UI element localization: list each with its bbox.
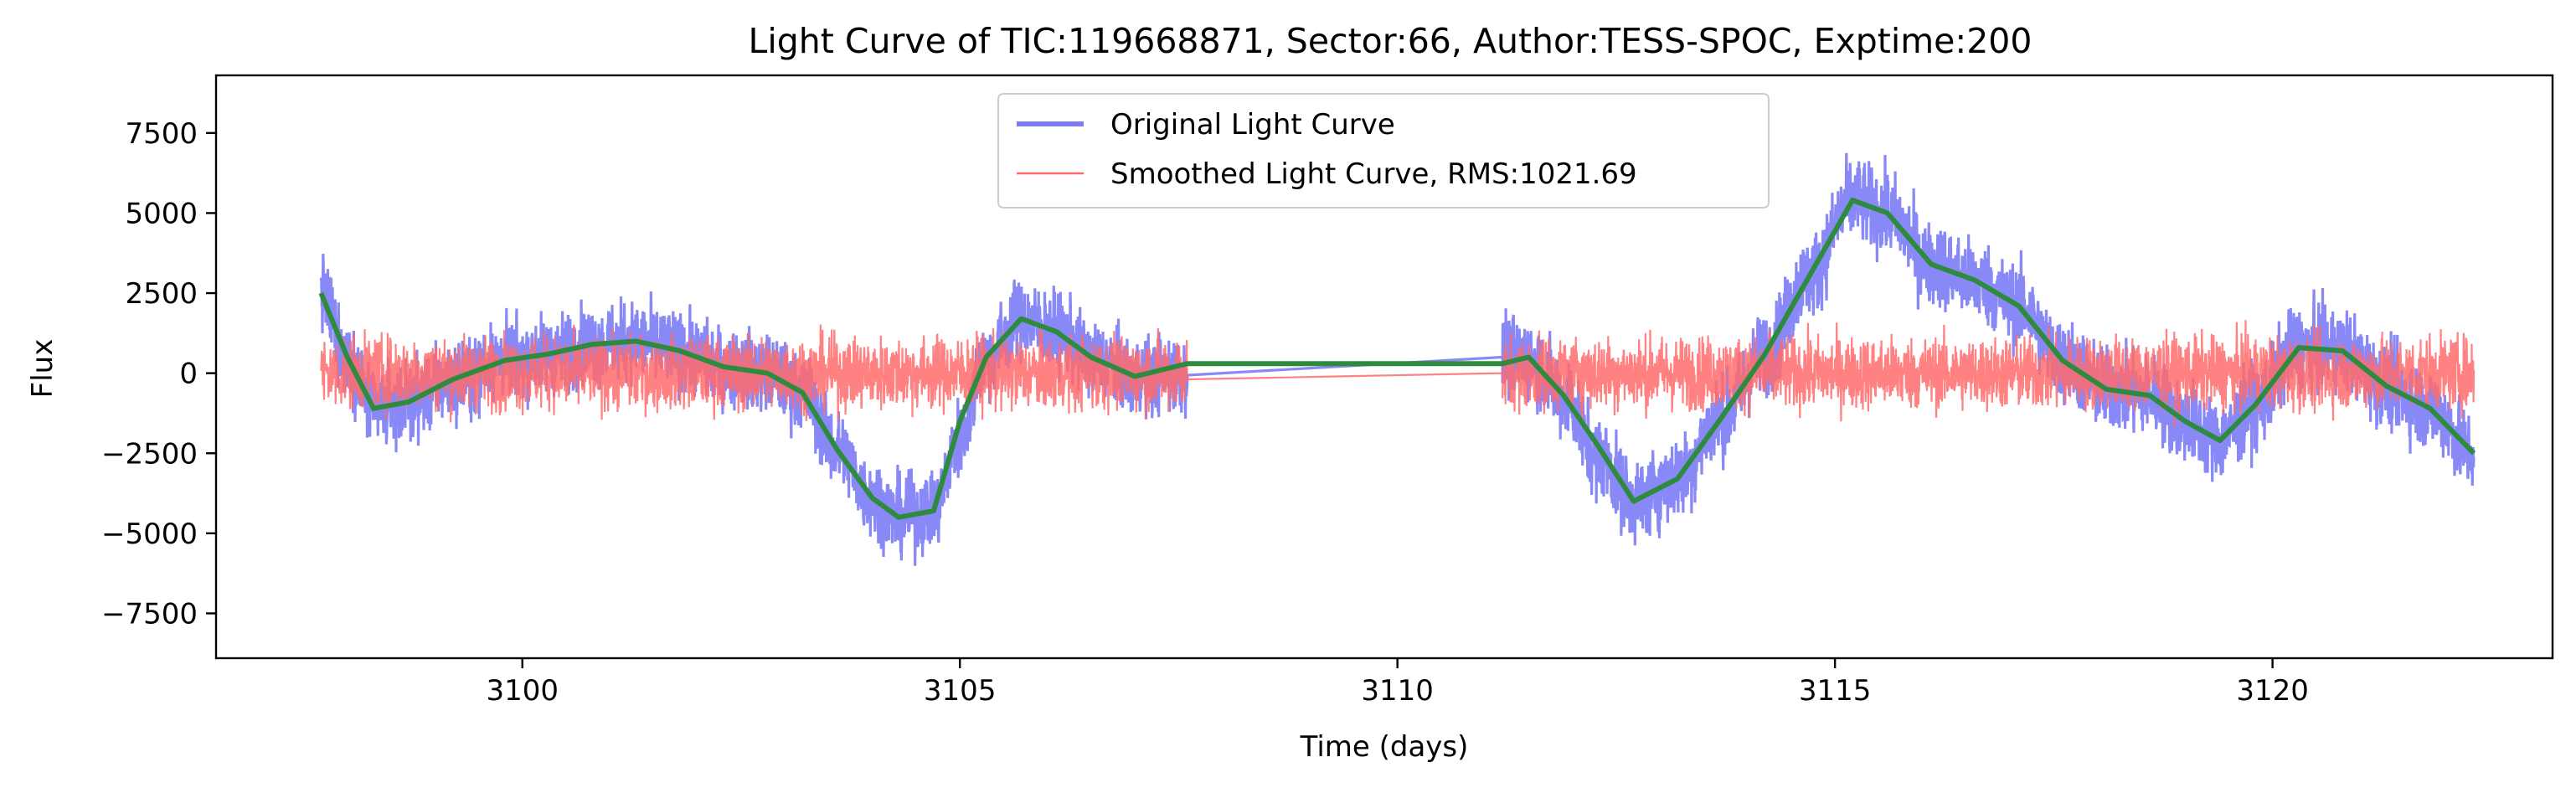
plot-frame	[214, 74, 2554, 660]
x-tick-label: 3110	[1361, 674, 1434, 708]
x-tick-label: 3100	[486, 674, 559, 708]
y-tick-label: 7500	[125, 117, 198, 151]
y-tick-label: 5000	[125, 197, 198, 230]
x-tick-label: 3105	[924, 674, 997, 708]
y-tick-label: 0	[179, 358, 198, 391]
legend-label-smoothed: Smoothed Light Curve, RMS:1021.69	[1110, 157, 1637, 191]
chart-title: Light Curve of TIC:119668871, Sector:66,…	[749, 21, 2032, 61]
y-axis: −7500 −5000 −2500 0 2500 5000 7500	[101, 117, 216, 631]
x-axis: 3100 3105 3110 3115 3120	[486, 658, 2309, 708]
x-tick-label: 3115	[1799, 674, 1872, 708]
y-tick-label: −7500	[101, 597, 198, 631]
y-tick-label: −5000	[101, 518, 198, 551]
legend-box	[997, 93, 1770, 209]
y-axis-title: Flux	[26, 339, 59, 399]
x-axis-title: Time (days)	[1300, 730, 1469, 764]
y-tick-label: −2500	[101, 437, 198, 471]
plot-series-group	[318, 152, 2476, 566]
legend: Original Light Curve Smoothed Light Curv…	[997, 93, 1770, 209]
series-line-trend	[318, 198, 2476, 520]
x-tick-label: 3120	[2236, 674, 2309, 708]
legend-label-original: Original Light Curve	[1110, 108, 1395, 142]
y-tick-label: 2500	[125, 277, 198, 311]
